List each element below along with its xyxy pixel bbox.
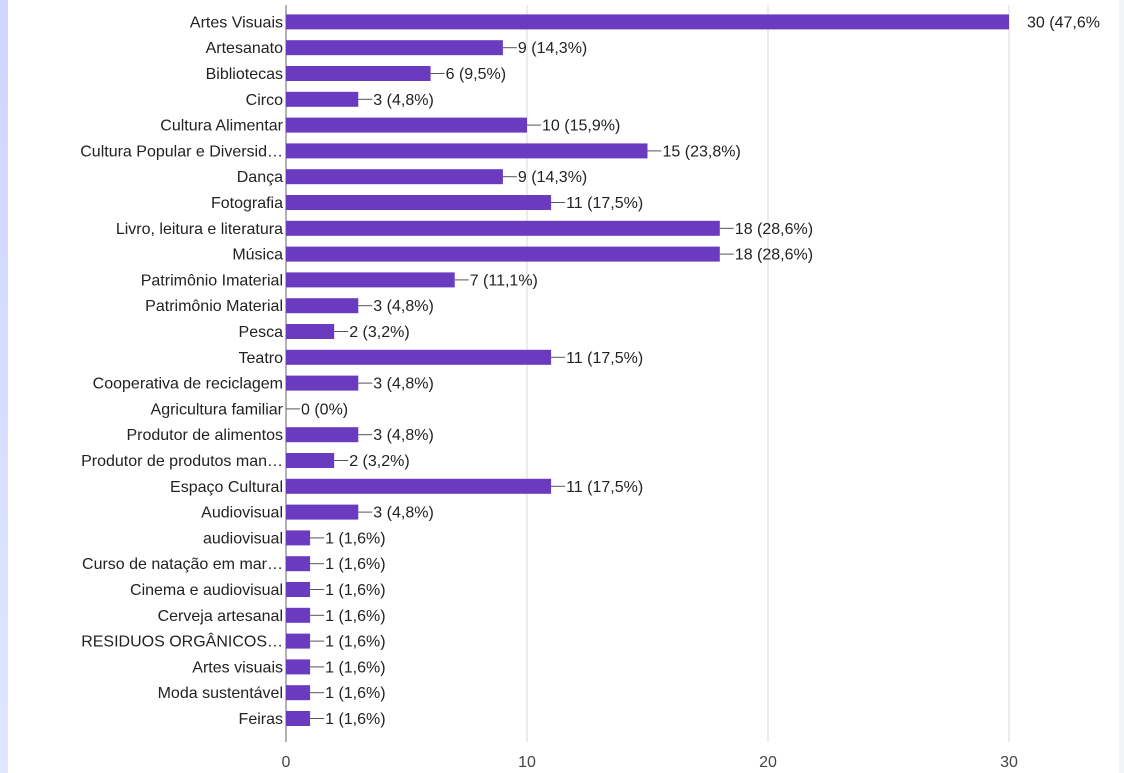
data-label: 6 (9,5%) [446,66,506,83]
bar[interactable] [286,324,335,339]
category-label: Patrimônio Material [145,298,283,315]
right-edge-strip [1119,0,1124,773]
bar[interactable] [286,607,311,623]
category-label: Cinema e audiovisual [130,582,283,599]
data-label: 9 (14,3%) [518,169,587,186]
left-edge-strip [0,0,8,773]
data-label: 3 (4,8%) [373,427,433,444]
data-label: 1 (1,6%) [325,634,385,651]
bar[interactable] [286,349,552,365]
bar[interactable] [286,220,720,236]
bar[interactable] [286,143,648,159]
bar[interactable] [286,375,359,391]
bar[interactable] [286,659,311,675]
bar[interactable] [286,91,359,107]
bar[interactable] [286,14,1009,30]
data-label: 0 (0%) [301,401,348,418]
category-label: Feiras [239,711,283,728]
bar[interactable] [286,246,720,262]
data-label: 1 (1,6%) [325,582,385,599]
bar[interactable] [286,685,311,701]
data-label: 11 (17,5%) [566,195,643,212]
x-tick-label: 30 [1000,754,1018,771]
category-label: Artesanato [206,40,283,57]
data-label: 3 (4,8%) [373,376,433,393]
grid-layer [285,5,1010,742]
category-label: Curso de natação em mar… [82,556,283,573]
data-label: 1 (1,6%) [325,659,385,676]
x-tick-label: 20 [759,754,777,771]
bar[interactable] [286,582,311,597]
value-label-layer: 30 (47,6% 9 (14,3%) 6 (9,5%) 3 (4,8%) 10 (15… [286,14,1100,728]
category-label: Moda sustentável [158,685,283,702]
bar-layer [286,14,1009,726]
data-label: 1 (1,6%) [325,556,385,573]
data-label: 1 (1,6%) [325,530,385,547]
category-label: audiovisual [203,530,283,547]
data-label: 10 (15,9%) [542,118,620,135]
category-label: Cooperativa de reciclagem [93,376,283,393]
data-label: 3 (4,8%) [373,92,433,109]
category-label: Dança [237,169,283,186]
data-label: 1 (1,6%) [325,685,385,702]
category-label: Agricultura familiar [151,401,284,418]
category-label: Bibliotecas [206,66,283,83]
data-label: 30 (47,6% [1027,14,1100,31]
bar[interactable] [286,711,311,726]
data-label: 15 (23,8%) [663,143,741,160]
data-label: 9 (14,3%) [518,40,587,57]
data-label: 1 (1,6%) [325,711,385,728]
bar[interactable] [286,169,503,185]
category-label: Audiovisual [201,505,283,522]
data-label: 2 (3,2%) [349,324,409,341]
bar[interactable] [286,530,311,546]
category-label: Produtor de alimentos [126,427,283,444]
bar[interactable] [286,66,431,81]
category-label: Patrimônio Imaterial [141,272,283,289]
category-label: Pesca [239,324,284,341]
bar[interactable] [286,453,335,468]
category-label: Circo [246,92,283,109]
category-label: Espaço Cultural [170,479,283,496]
data-label: 18 (28,6%) [735,221,813,238]
bar[interactable] [286,556,311,572]
category-label: RESIDUOS ORGÂNICOS… [81,632,283,651]
x-tick-label: 10 [518,754,536,771]
data-label: 18 (28,6%) [735,247,813,264]
category-label: Teatro [239,350,284,367]
data-label: 3 (4,8%) [373,505,433,522]
bar[interactable] [286,504,359,520]
x-tick-layer: 0 10 20 30 [282,754,1018,771]
category-label: Cultura Alimentar [160,118,283,135]
bar[interactable] [286,633,311,649]
data-label: 3 (4,8%) [373,298,433,315]
category-label: Música [232,247,283,264]
bar[interactable] [286,117,527,133]
data-label: 1 (1,6%) [325,608,385,625]
category-label: Artes Visuais [190,14,283,31]
bar[interactable] [286,40,503,56]
data-label: 7 (11,1%) [470,272,538,289]
category-label: Cultura Popular e Diversid… [80,143,283,160]
category-label: Produtor de produtos man… [81,453,283,470]
bar[interactable] [286,272,455,288]
data-label: 11 (17,5%) [566,479,643,496]
bar[interactable] [286,478,552,494]
data-label: 11 (17,5%) [566,350,643,367]
category-label: Livro, leitura e literatura [116,221,283,238]
x-tick-label: 0 [282,754,291,771]
bar[interactable] [286,427,359,443]
bar[interactable] [286,195,552,210]
category-label-layer: Artes Visuais Artesanato Bibliotecas Circo C… [80,14,283,728]
data-label: 2 (3,2%) [349,453,409,470]
category-label: Fotografia [211,195,283,212]
category-label: Artes visuais [192,659,283,676]
bar[interactable] [286,298,359,314]
category-label: Cerveja artesanal [158,608,283,625]
